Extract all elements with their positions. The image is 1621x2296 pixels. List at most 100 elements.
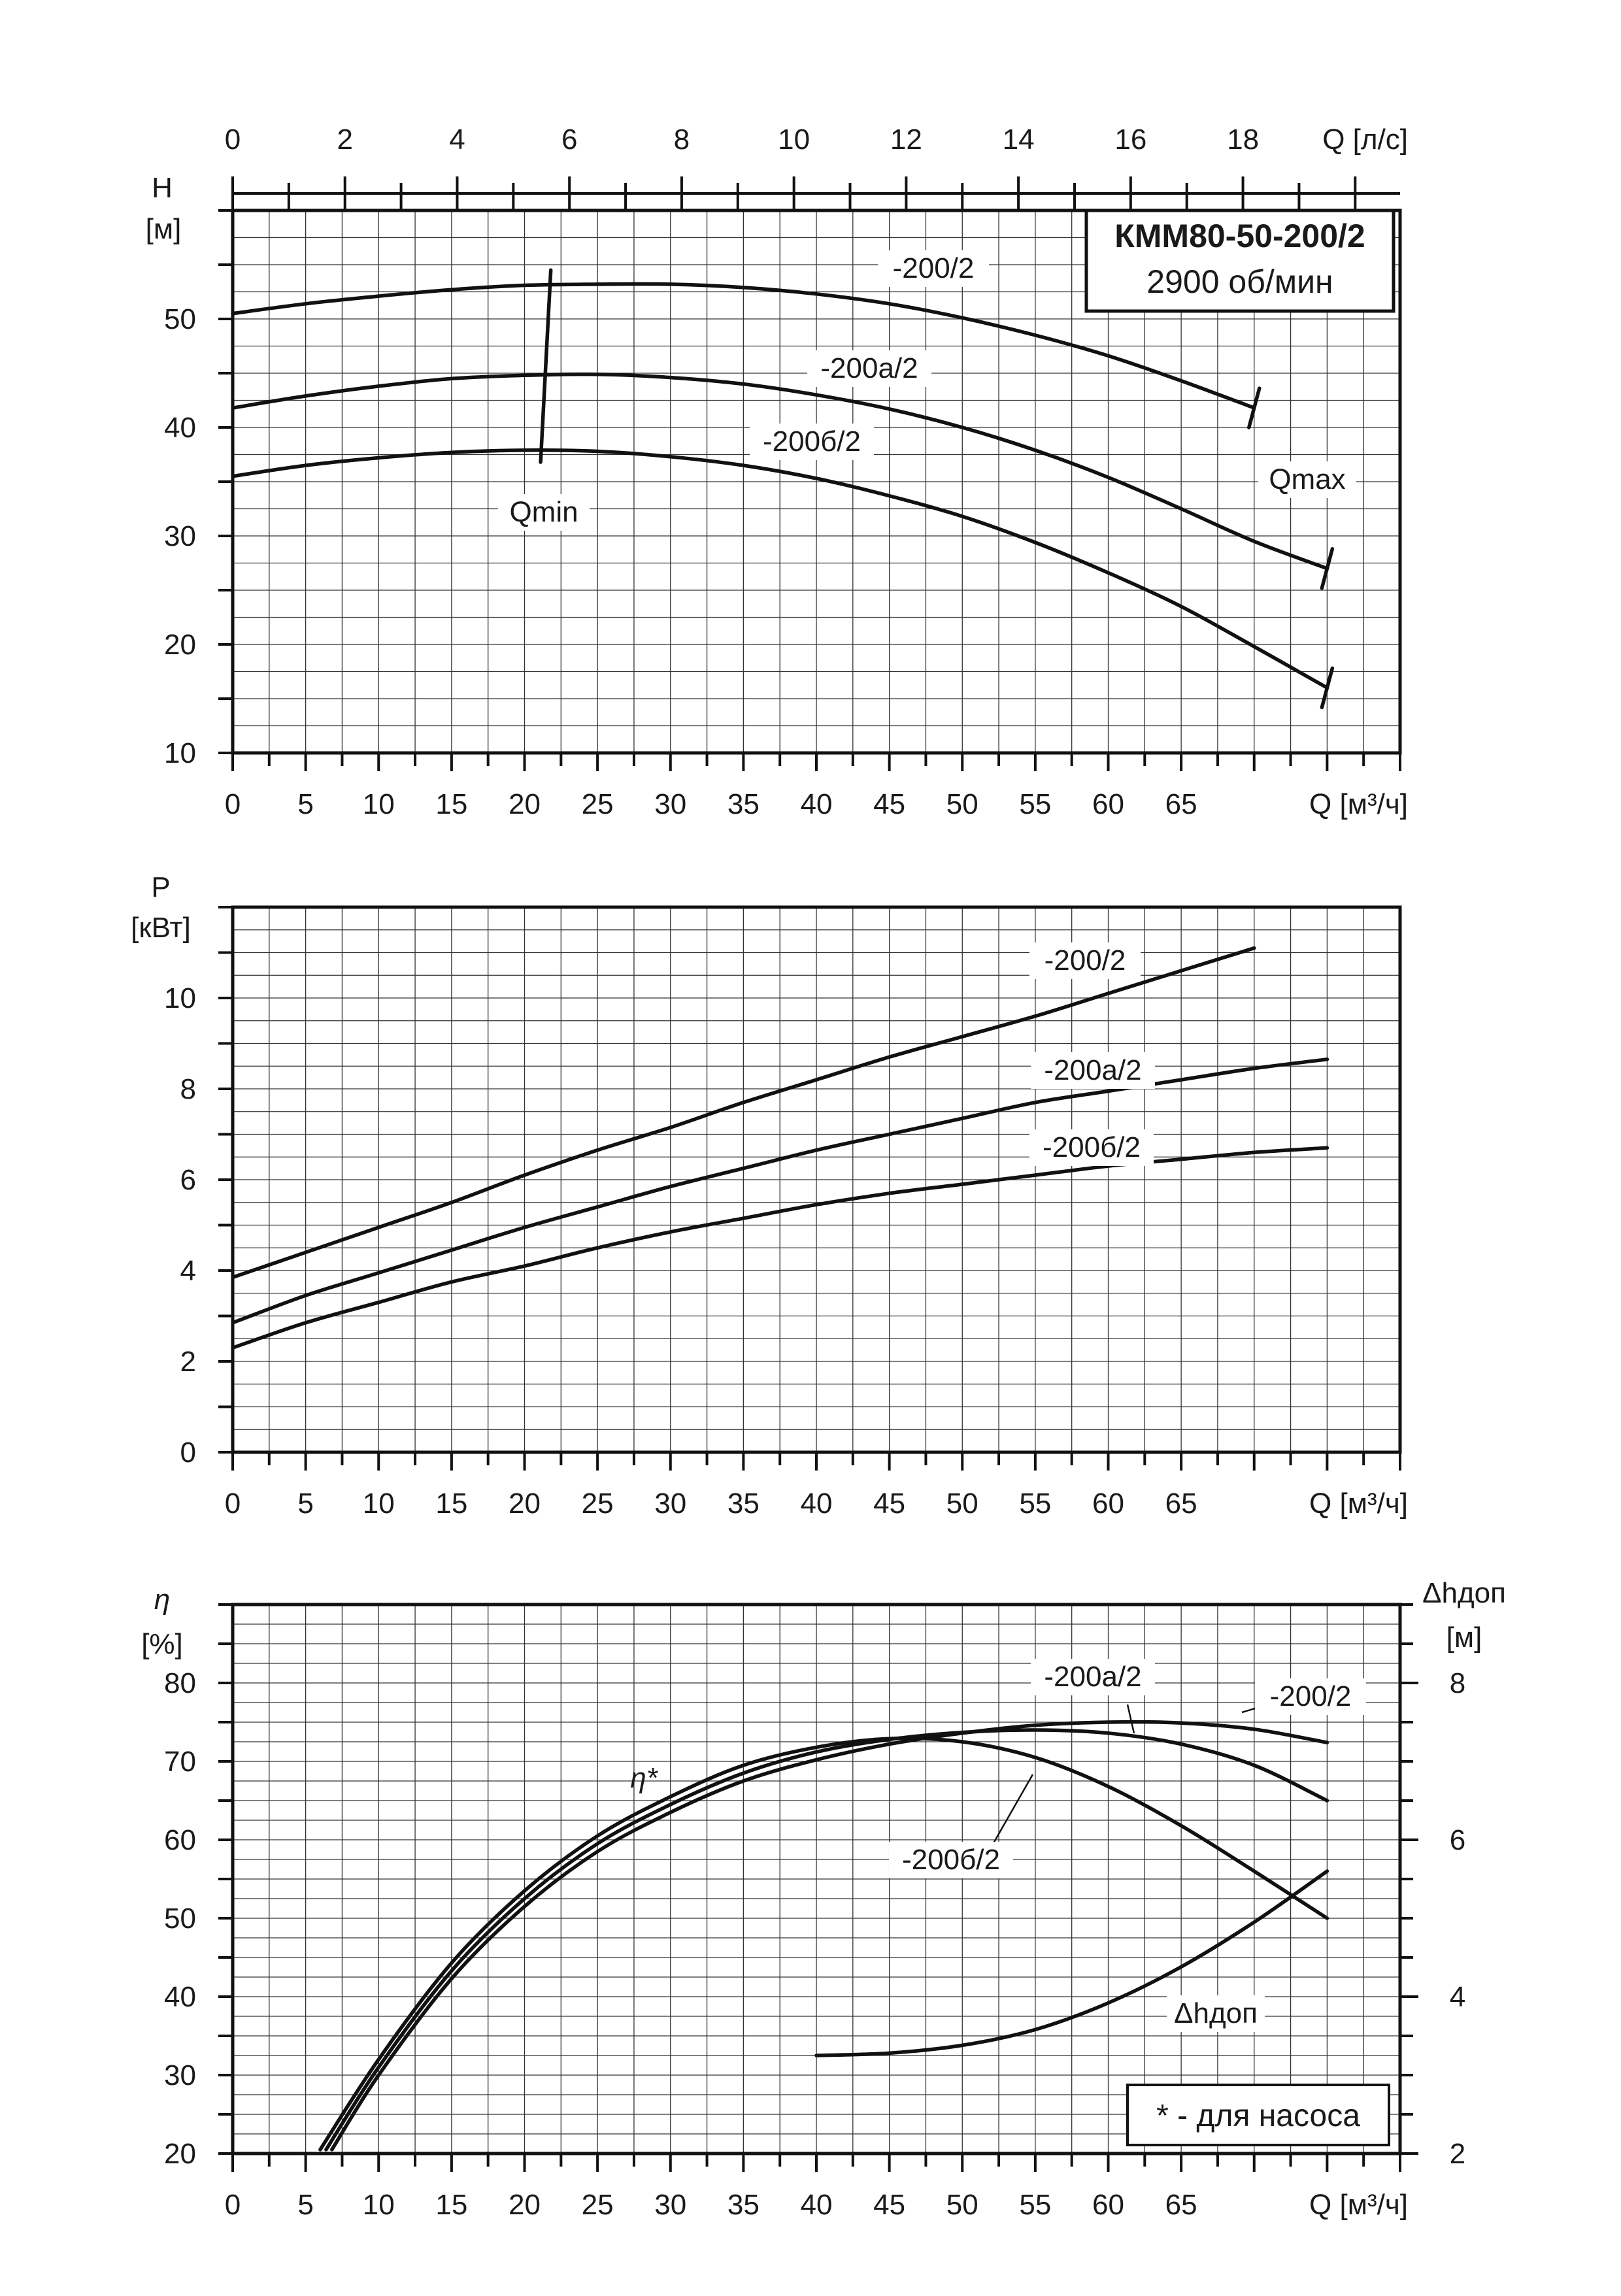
label-background bbox=[1258, 461, 1356, 498]
head-curve-label-200: -200/2 bbox=[893, 252, 975, 284]
x-tick-label: 55 bbox=[1019, 1488, 1051, 1520]
x-tick-label: 0 bbox=[225, 1488, 241, 1520]
power-curve bbox=[231, 946, 1256, 1280]
x-tick-label: 30 bbox=[654, 1488, 686, 1520]
footnote-text: * - для насоса bbox=[1156, 2099, 1360, 2133]
eff-curve-label-200: -200/2 bbox=[1270, 1680, 1352, 1712]
x-tick-label: 15 bbox=[435, 1488, 467, 1520]
x-tick-label: 40 bbox=[801, 2189, 833, 2221]
qmin-label: Qmin bbox=[509, 496, 578, 528]
y-tick-label: 20 bbox=[164, 2138, 196, 2170]
qmax-label: Qmax bbox=[1269, 463, 1345, 495]
efficiency-y2-axis-symbol: Δhдоп bbox=[1422, 1577, 1506, 1609]
x-tick-label: 5 bbox=[297, 2189, 313, 2221]
head-curve bbox=[231, 448, 1329, 690]
model-name: КММ80-50-200/2 bbox=[1114, 218, 1365, 254]
y-tick-label: 2 bbox=[180, 1346, 196, 1378]
label-background bbox=[878, 250, 989, 287]
x-tick-label: 10 bbox=[363, 2189, 395, 2221]
top-tick-label: 2 bbox=[337, 124, 352, 156]
label-background bbox=[498, 494, 590, 531]
leader-line bbox=[1126, 1704, 1135, 1734]
model-speed: 2900 об/мин bbox=[1146, 263, 1333, 300]
footnote-box: * - для насоса bbox=[1126, 2084, 1390, 2146]
x-tick-label: 35 bbox=[727, 788, 760, 820]
x-tick-label: 25 bbox=[582, 2189, 614, 2221]
label-background bbox=[1255, 1678, 1366, 1715]
x-tick-label: 30 bbox=[654, 788, 686, 820]
efficiency-y2-ticks: 2 4 6 8 bbox=[1400, 1603, 1465, 2170]
qmax-limit-mark bbox=[1247, 386, 1262, 429]
y2-tick-label: 6 bbox=[1450, 1824, 1465, 1856]
y-tick-label: 60 bbox=[164, 1824, 196, 1856]
efficiency-y-axis-unit: [%] bbox=[141, 1628, 183, 1660]
label-background bbox=[889, 1842, 1013, 1878]
head-curve-label-200a: -200а/2 bbox=[820, 352, 918, 384]
x-tick-label: 20 bbox=[509, 1488, 541, 1520]
y-tick-label: 30 bbox=[164, 520, 196, 552]
x-tick-label: 15 bbox=[435, 2189, 467, 2221]
top-tick-label: 10 bbox=[778, 124, 810, 156]
x-tick-label: 35 bbox=[727, 1488, 760, 1520]
head-top-axis-label: Q [л/с] bbox=[1322, 124, 1408, 156]
x-tick-label: 50 bbox=[946, 2189, 978, 2221]
x-tick-label: 25 bbox=[582, 788, 614, 820]
efficiency-chart: 0 5 10 15 20 25 30 35 40 45 50 55 60 65 Q [м³/ч]203040… bbox=[141, 1577, 1506, 2221]
top-tick-label: 6 bbox=[561, 124, 577, 156]
label-background bbox=[1031, 1052, 1155, 1089]
x-tick-label: 50 bbox=[946, 1488, 978, 1520]
y-tick-label: 40 bbox=[164, 412, 196, 444]
model-box: КММ80-50-200/2 2900 об/мин bbox=[1084, 208, 1395, 313]
top-tick-label: 14 bbox=[1003, 124, 1035, 156]
top-tick-label: 0 bbox=[225, 124, 241, 156]
efficiency-x-axis-label: Q [м³/ч] bbox=[1309, 2189, 1408, 2221]
top-tick-label: 8 bbox=[674, 124, 690, 156]
qmax-limit-mark bbox=[1320, 547, 1335, 590]
x-tick-label: 25 bbox=[582, 1488, 614, 1520]
x-tick-label: 45 bbox=[873, 1488, 905, 1520]
efficiency-y-axis-symbol: η bbox=[154, 1584, 170, 1616]
qmax-limit-mark bbox=[1320, 666, 1335, 710]
x-tick-label: 0 bbox=[225, 788, 241, 820]
efficiency-x-ticks: 0 5 10 15 20 25 30 35 40 45 50 55 60 65 bbox=[225, 2154, 1401, 2221]
y-tick-label: 50 bbox=[164, 1903, 196, 1935]
power-x-axis-label: Q [м³/ч] bbox=[1309, 1488, 1408, 1520]
efficiency-curve bbox=[318, 1736, 1329, 2152]
leader-line bbox=[992, 1774, 1034, 1844]
head-top-axis: 0 2 4 6 8 10 12 14 16 18 Q [л/с] bbox=[225, 124, 1408, 210]
power-chart: 0 5 10 15 20 25 30 35 40 45 50 55 60 65 Q [м³/ч] 0 2 4 6 8 1… bbox=[131, 871, 1408, 1520]
head-y-axis-unit: [м] bbox=[146, 213, 182, 245]
x-tick-label: 30 bbox=[654, 2189, 686, 2221]
head-x-axis-label: Q [м³/ч] bbox=[1309, 788, 1408, 820]
npsh-curve-label: Δhдоп bbox=[1174, 1997, 1258, 2029]
top-tick-label: 12 bbox=[890, 124, 922, 156]
x-tick-label: 35 bbox=[727, 2189, 760, 2221]
x-tick-label: 60 bbox=[1092, 1488, 1124, 1520]
y-tick-label: 6 bbox=[180, 1164, 196, 1196]
head-grid bbox=[233, 210, 1400, 753]
x-tick-label: 65 bbox=[1165, 2189, 1197, 2221]
y-tick-label: 4 bbox=[180, 1255, 196, 1287]
y-tick-label: 30 bbox=[164, 2059, 196, 2091]
top-tick-label: 16 bbox=[1114, 124, 1146, 156]
label-background bbox=[750, 424, 874, 460]
head-curve bbox=[231, 282, 1256, 410]
x-tick-label: 5 bbox=[297, 1488, 313, 1520]
label-background bbox=[1031, 1659, 1155, 1695]
x-tick-label: 10 bbox=[363, 1488, 395, 1520]
x-tick-label: 55 bbox=[1019, 2189, 1051, 2221]
y-tick-label: 8 bbox=[180, 1073, 196, 1105]
x-tick-label: 50 bbox=[946, 788, 978, 820]
x-tick-label: 5 bbox=[297, 788, 313, 820]
label-background bbox=[1029, 1129, 1154, 1166]
efficiency-y-ticks: 20 30 40 50 60 70 80 bbox=[164, 1603, 233, 2170]
y2-tick-label: 8 bbox=[1450, 1667, 1465, 1699]
power-curve-label-200: -200/2 bbox=[1044, 944, 1126, 976]
x-tick-label: 55 bbox=[1019, 788, 1051, 820]
y-tick-label: 70 bbox=[164, 1746, 196, 1778]
y-tick-label: 50 bbox=[164, 303, 196, 335]
y-tick-label: 80 bbox=[164, 1667, 196, 1699]
y-tick-label: 20 bbox=[164, 629, 196, 661]
